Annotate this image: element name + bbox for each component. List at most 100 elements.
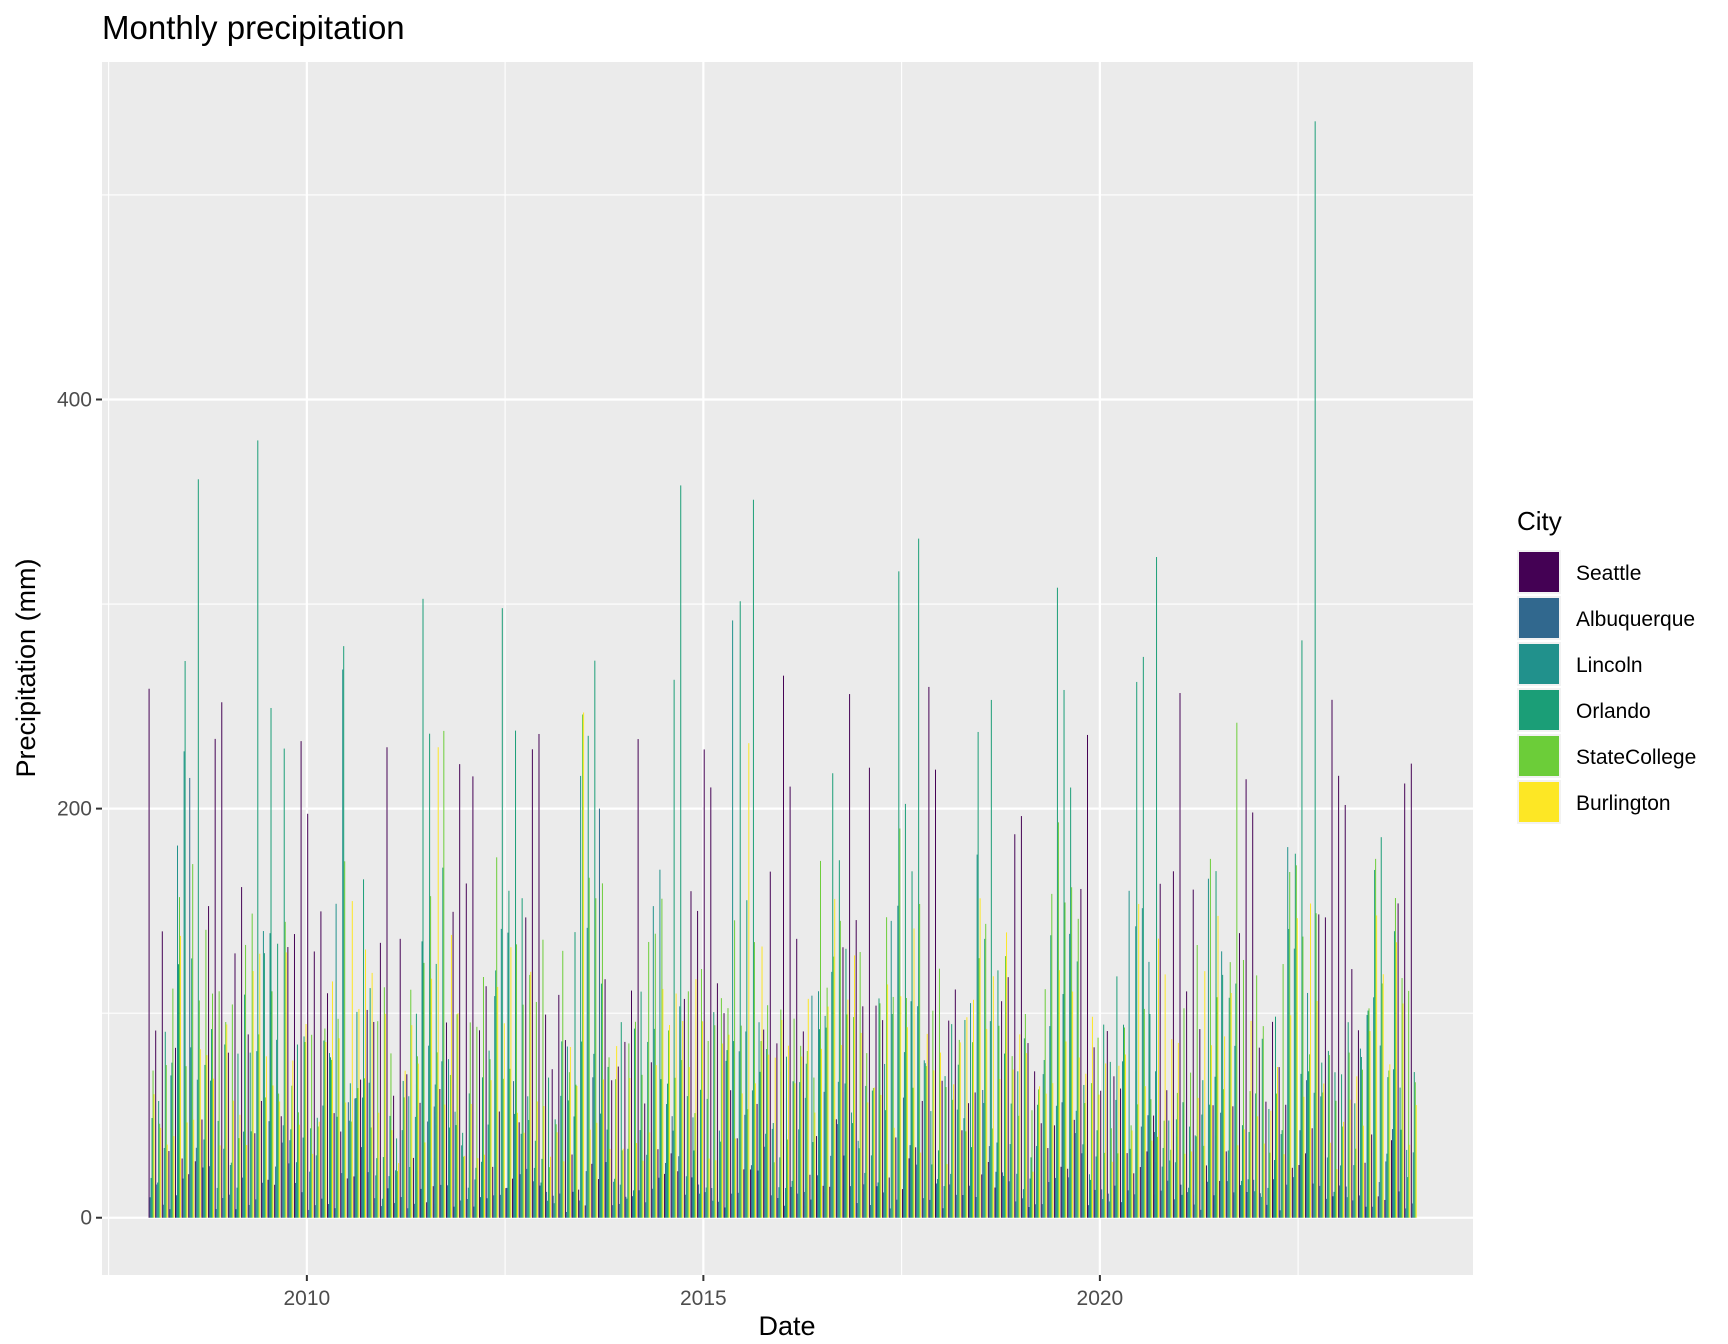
bar-statecollege — [1388, 1070, 1390, 1218]
bar-statecollege — [410, 989, 412, 1218]
bar-lincoln — [1399, 1087, 1401, 1218]
bar-orlando — [832, 773, 834, 1218]
bar-statecollege — [1071, 887, 1073, 1218]
bar-burlington — [1329, 1142, 1331, 1218]
bar-orlando — [812, 1142, 814, 1218]
bar-burlington — [873, 1087, 875, 1218]
bar-seattle — [293, 934, 295, 1218]
bar-lincoln — [1240, 1180, 1242, 1218]
bar-orlando — [567, 1100, 569, 1218]
bar-albuquerque — [486, 1198, 488, 1218]
bar-albuquerque — [1134, 1194, 1136, 1218]
bar-orlando — [1050, 935, 1052, 1218]
bar-seattle — [1040, 1123, 1042, 1218]
bar-statecollege — [668, 1030, 670, 1218]
bar-statecollege — [324, 1028, 326, 1218]
bar-lincoln — [243, 1131, 245, 1218]
bar-statecollege — [879, 1003, 881, 1218]
bar-albuquerque — [678, 1156, 680, 1218]
bar-burlington — [1098, 1094, 1100, 1218]
bar-statecollege — [496, 857, 498, 1218]
bar-albuquerque — [982, 1089, 984, 1218]
bar-albuquerque — [1180, 1184, 1182, 1218]
bar-lincoln — [520, 1133, 522, 1218]
bar-lincoln — [210, 1080, 212, 1218]
bar-albuquerque — [1200, 1209, 1202, 1218]
bar-burlington — [860, 1032, 862, 1218]
bar-seattle — [1338, 775, 1340, 1218]
bar-orlando — [871, 1090, 873, 1218]
bar-albuquerque — [1048, 1182, 1050, 1218]
bar-lincoln — [289, 1140, 291, 1218]
bar-seattle — [789, 786, 791, 1218]
bar-burlington — [655, 1065, 657, 1218]
bar-albuquerque — [1140, 1126, 1142, 1218]
bar-orlando — [1169, 1160, 1171, 1218]
bar-lincoln — [269, 933, 271, 1218]
bar-seattle — [941, 1080, 943, 1218]
bar-orlando — [1103, 1024, 1105, 1218]
bar-orlando — [951, 1024, 953, 1218]
bar-burlington — [338, 1038, 340, 1218]
bar-burlington — [1045, 1093, 1047, 1218]
bar-orlando — [230, 1162, 232, 1218]
bar-seattle — [1351, 969, 1353, 1218]
bar-lincoln — [923, 1060, 925, 1218]
bar-statecollege — [291, 1085, 293, 1218]
bar-statecollege — [1064, 902, 1066, 1218]
bar-seattle — [518, 1122, 520, 1218]
bar-burlington — [702, 1021, 704, 1218]
bar-statecollege — [1031, 1110, 1033, 1218]
bar-seattle — [736, 1138, 738, 1218]
bar-orlando — [508, 890, 510, 1218]
bar-burlington — [1078, 1057, 1080, 1218]
bar-lincoln — [699, 1193, 701, 1218]
bar-lincoln — [1155, 1071, 1157, 1218]
bar-lincoln — [672, 1130, 674, 1218]
bar-burlington — [576, 1085, 578, 1218]
bar-burlington — [1283, 1154, 1285, 1218]
bar-lincoln — [1340, 1165, 1342, 1218]
bar-statecollege — [1375, 858, 1377, 1218]
bar-orlando — [481, 1077, 483, 1218]
bar-seattle — [901, 1189, 903, 1218]
bar-statecollege — [701, 969, 703, 1218]
bar-seattle — [254, 1133, 256, 1218]
bar-statecollege — [998, 1025, 1000, 1218]
bar-albuquerque — [361, 1147, 363, 1218]
bar-burlington — [219, 1145, 221, 1218]
bar-albuquerque — [1035, 1204, 1037, 1218]
bar-albuquerque — [929, 1199, 931, 1218]
bar-orlando — [1387, 1077, 1389, 1218]
legend-label: Lincoln — [1576, 654, 1643, 677]
bar-orlando — [660, 1079, 662, 1218]
bar-seattle — [1027, 1043, 1029, 1218]
bar-seattle — [915, 1147, 917, 1218]
bar-lincoln — [249, 1052, 251, 1218]
bar-orlando — [944, 1076, 946, 1218]
bar-lincoln — [573, 1116, 575, 1218]
bar-lincoln — [1386, 1153, 1388, 1218]
bar-albuquerque — [592, 1077, 594, 1218]
bar-burlington — [688, 1067, 690, 1218]
bar-albuquerque — [1312, 1183, 1314, 1218]
bar-seattle — [1120, 1088, 1122, 1218]
bar-orlando — [336, 1116, 338, 1218]
bar-orlando — [1070, 787, 1072, 1218]
bar-statecollege — [641, 1074, 643, 1218]
bar-statecollege — [1315, 913, 1317, 1218]
bar-orlando — [1129, 1148, 1131, 1218]
bar-lincoln — [639, 1130, 641, 1218]
bar-orlando — [429, 733, 431, 1218]
bar-seattle — [558, 994, 560, 1218]
bar-orlando — [396, 1138, 398, 1218]
bar-burlington — [232, 1100, 234, 1218]
bar-lincoln — [1379, 1045, 1381, 1218]
bar-statecollege — [615, 1079, 617, 1218]
bar-albuquerque — [1299, 1130, 1301, 1218]
bar-burlington — [748, 743, 750, 1218]
bar-statecollege — [311, 1034, 313, 1218]
bar-lincoln — [1082, 1144, 1084, 1218]
bar-statecollege — [218, 991, 220, 1218]
bar-orlando — [719, 1141, 721, 1218]
